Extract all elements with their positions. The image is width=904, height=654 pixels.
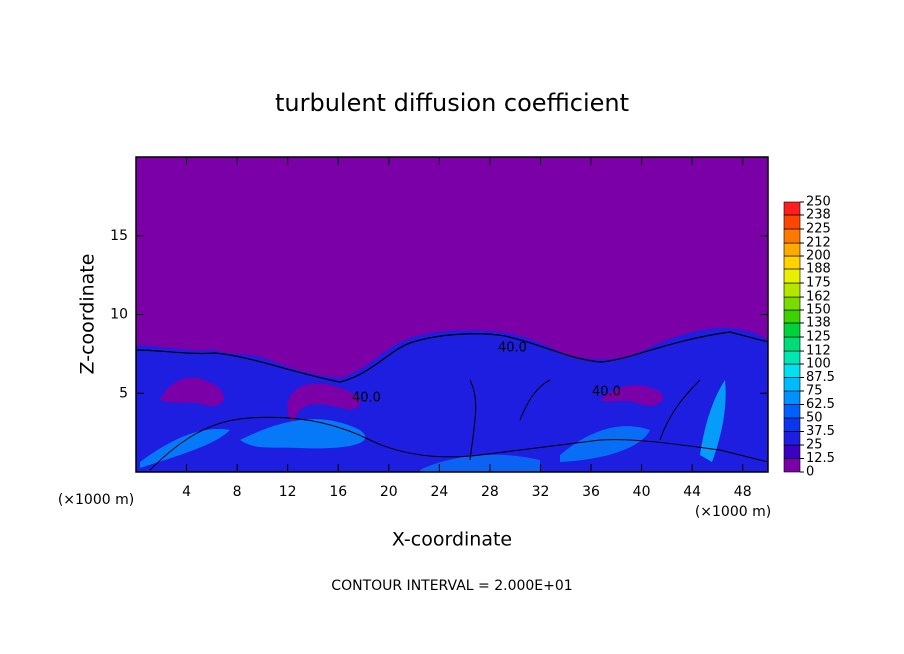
- colorbar-label: 87.5: [806, 370, 835, 385]
- colorbar-band: [783, 417, 801, 432]
- colorbar-label: 125: [806, 330, 831, 345]
- x-tick-label: 32: [532, 484, 550, 500]
- colorbar-band: [783, 350, 801, 365]
- colorbar-label: 100: [806, 357, 831, 372]
- field-streak: [420, 454, 540, 472]
- x-tick-label: 16: [329, 484, 347, 500]
- x-tick-label: 4: [182, 484, 191, 500]
- colorbar-band: [783, 444, 801, 459]
- x-tick-label: 12: [279, 484, 297, 500]
- colorbar-band: [783, 242, 801, 257]
- x-tick-label: 28: [481, 484, 499, 500]
- colorbar-band: [783, 296, 801, 311]
- colorbar-band: [783, 431, 801, 446]
- colorbar-label: 112: [806, 344, 831, 359]
- colorbar-band: [783, 363, 801, 378]
- y-axis-label: Z-coordinate: [77, 254, 99, 375]
- colorbar-label: 12.5: [806, 451, 835, 466]
- colorbar-band: [783, 336, 801, 352]
- colorbar-label: 50: [806, 411, 823, 426]
- x-unit: (×1000 m): [695, 504, 771, 520]
- colorbar-label: 188: [806, 261, 831, 276]
- contour-label: 40.0: [592, 385, 621, 400]
- x-axis-label: X-coordinate: [392, 529, 512, 551]
- colorbar-label: 75: [806, 384, 823, 399]
- colorbar-band: [783, 268, 801, 284]
- annotation: CONTOUR INTERVAL = 2.000E+01: [331, 578, 572, 594]
- colorbar-band: [783, 322, 801, 338]
- field: [135, 157, 769, 472]
- colorbar-band: [783, 404, 801, 419]
- x-tick-label: 40: [633, 484, 651, 500]
- colorbar-band: [783, 458, 801, 473]
- y-unit: (×1000 m): [58, 492, 134, 508]
- colorbar-band: [783, 377, 801, 392]
- contour-label: 40.0: [352, 391, 381, 406]
- contour-label: 40.0: [498, 341, 527, 356]
- colorbar-label: 212: [806, 236, 831, 251]
- field-streak: [560, 426, 650, 462]
- colorbar-label: 150: [806, 303, 831, 318]
- colorbar-label: 62.5: [806, 397, 835, 412]
- colorbar-label: 238: [806, 207, 831, 222]
- y-tick-label: 15: [110, 228, 128, 244]
- colorbar-label: 37.5: [806, 424, 835, 439]
- colorbar-label: 175: [806, 276, 831, 291]
- x-tick-label: 48: [734, 484, 752, 500]
- y-tick-label: 5: [119, 385, 128, 401]
- colorbar-label: 138: [806, 315, 831, 330]
- colorbar-label: 162: [806, 290, 831, 305]
- contour-line: [135, 331, 769, 383]
- colorbar-label: 225: [806, 222, 831, 237]
- colorbar-band: [783, 309, 801, 324]
- colorbar-band: [783, 282, 801, 298]
- colorbar-label: 0: [806, 465, 814, 480]
- contour-line: [149, 416, 769, 471]
- colorbar-label: 200: [806, 249, 831, 264]
- chart-title: turbulent diffusion coefficient: [275, 89, 629, 117]
- colorbar-band: [783, 201, 801, 216]
- colorbar-band: [783, 255, 801, 270]
- colorbar-band: [783, 214, 801, 230]
- field-swirl: [600, 385, 664, 406]
- x-tick-label: 44: [683, 484, 701, 500]
- field-swirl: [160, 377, 224, 406]
- colorbar-label: 25: [806, 438, 823, 453]
- x-tick-label: 24: [430, 484, 448, 500]
- colorbar-band: [783, 390, 801, 405]
- x-tick-label: 20: [380, 484, 398, 500]
- field-swirl: [287, 383, 361, 422]
- x-tick-label: 8: [233, 484, 242, 500]
- colorbar-band: [783, 228, 801, 244]
- x-tick-label: 36: [582, 484, 600, 500]
- field-streak: [700, 380, 726, 462]
- y-tick-label: 10: [110, 307, 128, 323]
- contour-line: [469, 379, 701, 461]
- colorbar-label: 250: [806, 195, 831, 210]
